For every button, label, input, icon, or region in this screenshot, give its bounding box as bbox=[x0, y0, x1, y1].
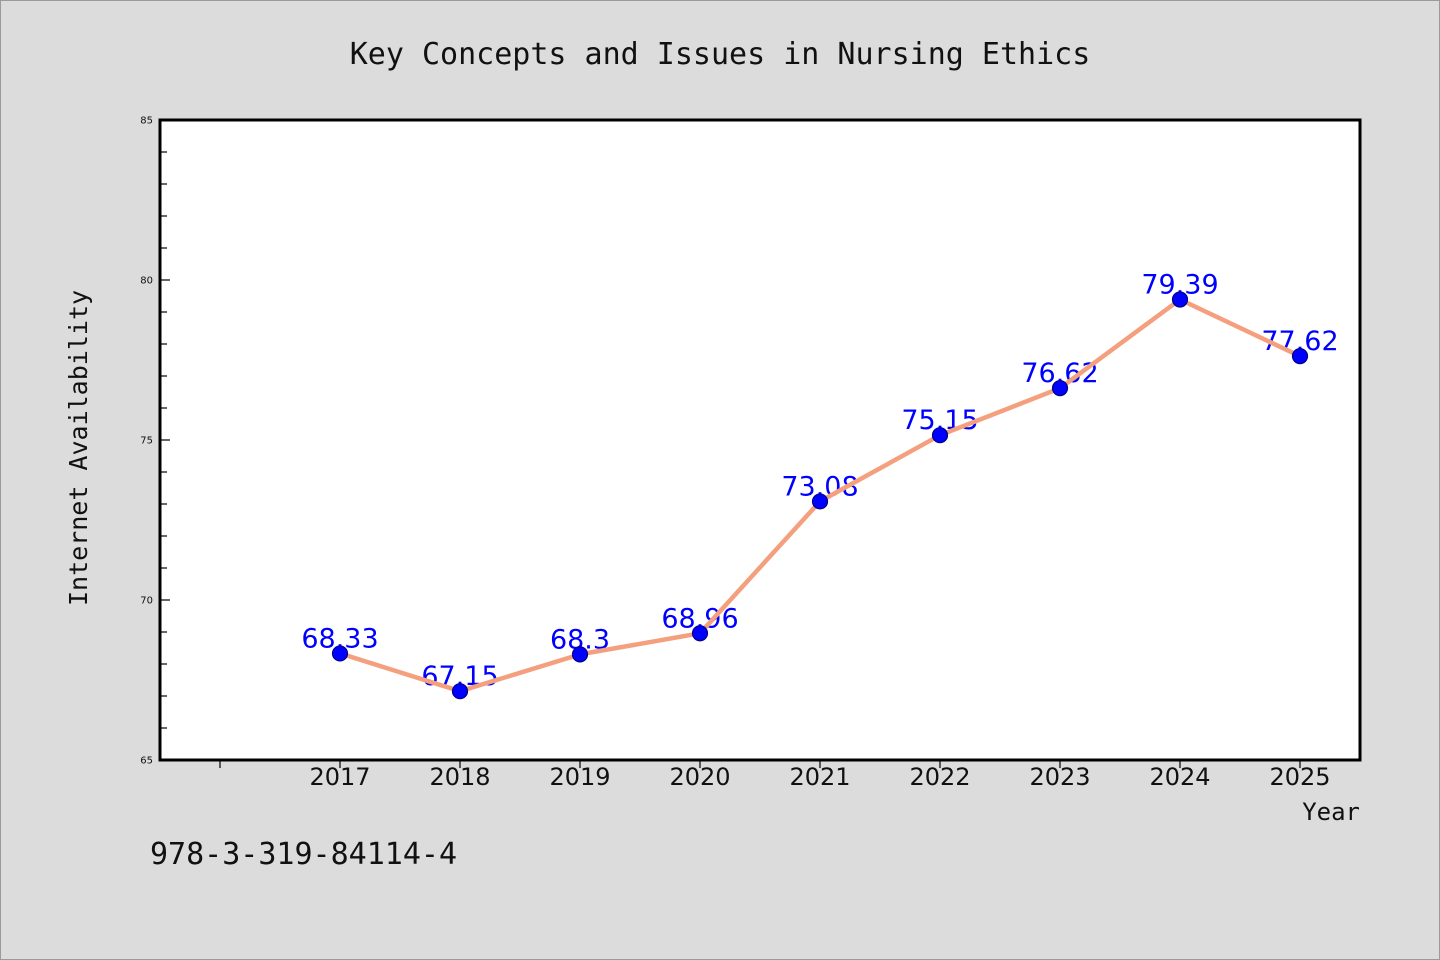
x-tick-label: 2020 bbox=[669, 763, 730, 791]
y-axis-label: Internet Availability bbox=[64, 290, 93, 606]
data-labels: 68.3367.1568.368.9673.0875.1576.6279.397… bbox=[301, 270, 1338, 693]
y-tick-label: 85 bbox=[140, 116, 153, 127]
chart-title: Key Concepts and Issues in Nursing Ethic… bbox=[350, 37, 1091, 72]
y-tick-label: 70 bbox=[140, 596, 153, 607]
y-tick-label: 80 bbox=[140, 276, 153, 287]
x-tick-label: 2017 bbox=[309, 763, 370, 791]
x-tick-label: 2022 bbox=[909, 763, 970, 791]
x-tick-label: 2024 bbox=[1149, 763, 1210, 791]
data-point bbox=[451, 683, 469, 700]
plot-frame bbox=[158, 118, 1362, 762]
x-axis: 2017 2018 2019 2020 2021 2022 2023 2024 2025 bbox=[219, 761, 1331, 791]
data-point bbox=[1291, 348, 1309, 365]
data-point bbox=[1171, 291, 1189, 308]
x-tick-label: 2023 bbox=[1029, 763, 1090, 791]
x-tick-label: 2018 bbox=[429, 763, 490, 791]
data-point bbox=[691, 625, 709, 642]
y-tick-label: 75 bbox=[140, 436, 153, 447]
x-tick-label: 2025 bbox=[1269, 763, 1330, 791]
data-point bbox=[571, 646, 589, 663]
footnote-text: 978-3-319-84114-4 bbox=[150, 837, 457, 872]
data-point bbox=[931, 427, 949, 444]
plot-area bbox=[160, 120, 1360, 760]
data-point bbox=[811, 493, 829, 510]
data-points bbox=[331, 291, 1309, 700]
data-point bbox=[1051, 380, 1069, 397]
x-tick-label: 2021 bbox=[789, 763, 850, 791]
data-point bbox=[331, 645, 349, 662]
x-axis-label: Year bbox=[1302, 798, 1360, 826]
y-tick-label: 65 bbox=[140, 756, 153, 767]
x-tick-label: 2019 bbox=[549, 763, 610, 791]
